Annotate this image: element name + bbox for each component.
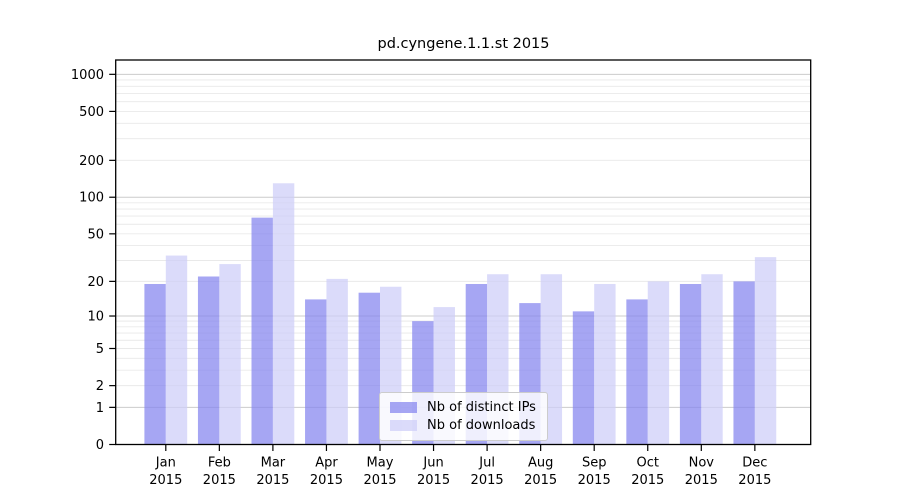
x-tick-label-year-mar: 2015 [256,473,289,488]
y-tick-label-1: 1 [96,401,104,416]
bar-feb-distinct-ips [197,276,220,445]
x-tick-label-month-may: May [367,456,394,471]
x-tick-label-year-jun: 2015 [417,473,450,488]
x-tick-label-year-aug: 2015 [524,473,557,488]
y-tick-label-200: 200 [79,154,104,169]
legend: Nb of distinct IPs Nb of downloads [379,392,548,441]
legend-swatch-distinct-ips-icon [390,402,417,413]
y-tick-label-100: 100 [79,191,104,206]
x-tick-label-year-dec: 2015 [738,473,771,488]
y-tick-label-0: 0 [96,438,104,453]
x-tick-label-month-mar: Mar [261,456,286,471]
bar-nov-downloads [701,274,723,445]
legend-item-downloads: Nb of downloads [390,417,536,434]
bar-apr-downloads [326,278,348,445]
y-tick-label-500: 500 [79,105,104,120]
legend-item-distinct-ips: Nb of distinct IPs [390,399,536,416]
x-tick-label-year-jan: 2015 [149,473,182,488]
x-tick-label-year-nov: 2015 [685,473,718,488]
x-tick-label-month-jun: Jun [422,456,443,471]
legend-label-downloads: Nb of downloads [427,418,536,433]
bar-dec-distinct-ips [733,281,755,445]
x-tick-label-year-oct: 2015 [631,473,664,488]
x-tick-label-year-jul: 2015 [471,473,504,488]
y-tick-label-50: 50 [87,227,104,242]
y-tick-label-2: 2 [96,379,104,394]
bar-feb-downloads [219,264,241,445]
y-tick-label-10: 10 [87,310,104,325]
bar-sep-downloads [594,283,616,445]
y-tick-label-5: 5 [96,342,104,357]
x-tick-label-month-aug: Aug [528,456,553,471]
x-tick-label-month-feb: Feb [208,456,231,471]
x-tick-label-month-jan: Jan [155,456,176,471]
chart-title: pd.cyngene.1.1.st 2015 [377,36,550,52]
x-tick-label-month-jul: Jul [478,456,495,471]
bar-may-distinct-ips [358,292,380,445]
x-tick-label-month-oct: Oct [637,456,659,471]
bar-mar-distinct-ips [251,217,273,445]
legend-swatch-downloads-icon [390,420,417,431]
bar-jan-distinct-ips [144,283,166,445]
legend-label-distinct-ips: Nb of distinct IPs [427,400,536,415]
x-tick-label-month-nov: Nov [689,456,715,471]
y-tick-label-20: 20 [87,275,104,290]
x-tick-label-year-feb: 2015 [203,473,236,488]
x-tick-label-year-apr: 2015 [310,473,343,488]
x-tick-label-month-dec: Dec [742,456,767,471]
x-tick-label-month-apr: Apr [315,456,338,471]
bar-dec-downloads [754,257,777,445]
x-tick-label-year-sep: 2015 [578,473,611,488]
x-tick-label-year-may: 2015 [363,473,396,488]
x-tick-label-month-sep: Sep [582,456,607,471]
bar-jan-downloads [165,255,188,445]
bar-mar-downloads [272,183,295,445]
y-tick-label-1000: 1000 [71,68,104,83]
bar-apr-distinct-ips [305,299,327,445]
bar-oct-downloads [647,281,670,445]
bar-nov-distinct-ips [679,283,702,445]
bar-oct-distinct-ips [626,299,648,445]
plot-border [115,59,812,446]
bar-sep-distinct-ips [572,311,595,445]
